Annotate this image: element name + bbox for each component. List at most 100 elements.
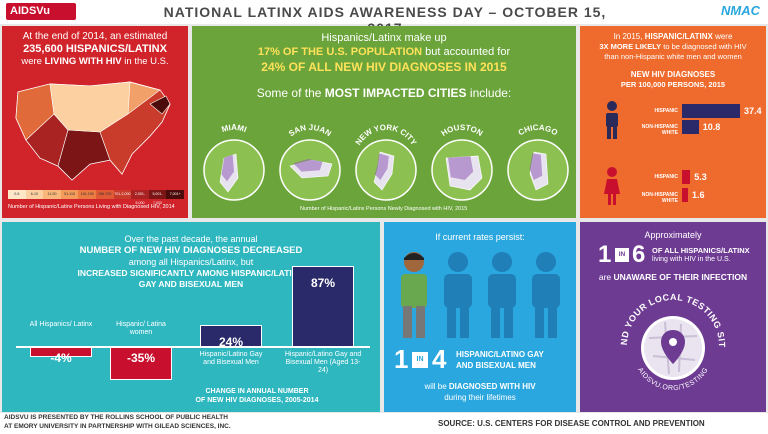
city-map: SAN JUAN — [279, 123, 341, 201]
rate-bar-value: 1.6 — [692, 190, 705, 200]
city-label: MIAMI — [221, 123, 248, 134]
person-icon — [532, 252, 560, 338]
p4-line2: NUMBER OF NEW HIV DIAGNOSES DECREASED — [79, 245, 303, 256]
testing-site-badge[interactable]: FIND YOUR LOCAL TESTING SITE AIDSVU.ORG/… — [613, 286, 733, 408]
city-label: HOUSTON — [440, 123, 485, 138]
aidsvu-logo[interactable]: AIDSVu — [6, 3, 76, 20]
p2-line2: 17% OF THE U.S. POPULATION but accounted… — [257, 46, 511, 58]
p6-group1: OF ALL HISPANICS/LATINX — [652, 246, 750, 255]
p6-line1: Approximately — [644, 230, 702, 240]
p2-line4: Some of the MOST IMPACTED CITIES include… — [256, 86, 512, 100]
p5-ratio-in: IN — [412, 352, 428, 368]
p4-caption1: CHANGE IN ANNUAL NUMBER — [205, 388, 309, 395]
rate-bar-label: NON-HISPANIC WHITE — [641, 124, 678, 136]
footer-source: SOURCE: U.S. CENTERS FOR DISEASE CONTROL… — [438, 419, 705, 428]
person-highlight-icon — [401, 252, 427, 338]
city-map: NEW YORK CITY — [354, 123, 419, 201]
footer: AIDSVU IS PRESENTED BY THE ROLLINS SCHOO… — [0, 413, 768, 434]
p1-line1: At the end of 2014, an estimated — [22, 31, 168, 42]
panel-living-with-hiv: At the end of 2014, an estimated 235,600… — [2, 26, 188, 218]
rate-bars: HISPANIC 37.4 NON-HISPANIC WHITE 10.8 HISPAN… — [580, 26, 766, 218]
p3-chart-title2: PER 100,000 PERSONS, 2015 — [620, 80, 726, 89]
footer-left2: AT EMORY UNIVERSITY IN PARTNERSHIP WITH … — [4, 423, 231, 430]
rate-bar-label: HISPANIC — [654, 108, 678, 114]
svg-text:SAN JUAN: SAN JUAN — [287, 123, 333, 138]
rate-bar — [682, 120, 699, 134]
p5-group1: HISPANIC/LATINO GAY — [456, 350, 544, 359]
svg-text:MIAMI: MIAMI — [221, 123, 248, 134]
change-bar-value: -4% — [50, 351, 72, 365]
change-bar-label: Hispanic/ Latina women — [116, 321, 166, 336]
p3-line1: In 2015, HISPANIC/LATINX were — [613, 32, 733, 41]
p5-line3: will be DIAGNOSED WITH HIV — [424, 382, 536, 391]
p4-line4: INCREASED SIGNIFICANTLY AMONG HISPANIC/L… — [77, 268, 305, 278]
female-icon — [604, 167, 620, 205]
p4-line5: GAY AND BISEXUAL MEN — [138, 279, 244, 289]
p2-caption: Number of Hispanic/Latinx Persons Newly … — [300, 206, 468, 212]
rate-bar-value: 5.3 — [694, 172, 707, 182]
rate-bar-label: NON-HISPANIC WHITE — [641, 192, 678, 204]
legend-swatch: 2,001-5,000 — [131, 190, 149, 205]
change-bar — [200, 324, 262, 347]
p3-line2: 3X MORE LIKELY to be diagnosed with HIV — [599, 42, 747, 51]
p6-line3: are UNAWARE OF THEIR INFECTION — [598, 272, 748, 282]
change-bar-label: Hispanic/Latino Gay and Bisexual Men — [199, 351, 263, 366]
people-icons — [394, 248, 570, 340]
change-bar — [110, 347, 172, 380]
p3-chart-title1: NEW HIV DIAGNOSES — [630, 70, 716, 79]
change-bars: -4% All Hispanics/ Latinx -35% Hispanic/ La… — [2, 222, 380, 412]
rate-bar-label: HISPANIC — [654, 174, 678, 180]
panel-diagnosis-rates: In 2015, HISPANIC/LATINX were 3X MORE LI… — [580, 26, 766, 218]
p2-line1: Hispanics/Latinx make up — [321, 32, 447, 44]
change-bar — [292, 266, 354, 347]
legend-swatch: 51-115 — [60, 190, 79, 199]
city-map: HOUSTON — [431, 123, 493, 201]
map-legend: 0-5 6-10 11-50 51-115 116-195 196-700 701-2,00… — [8, 190, 184, 205]
city-label: SAN JUAN — [287, 123, 333, 138]
legend-swatch: 701-2,000 — [113, 190, 132, 199]
rate-bar — [682, 104, 740, 118]
p6-group2: living with HIV in the U.S. — [652, 256, 731, 263]
rate-bar — [682, 188, 688, 202]
p5-line1: If current rates persist: — [435, 232, 525, 242]
city-label: CHICAGO — [517, 123, 560, 138]
p5-group2: AND BISEXUAL MEN — [456, 361, 536, 370]
p1-caption: Number of Hispanic/Latinx Persons Living… — [8, 204, 175, 210]
nmac-logo[interactable]: NMAC — [721, 3, 760, 18]
change-bar-value: 24% — [218, 334, 244, 349]
p3-line3: than non-Hispanic white men and women — [604, 52, 742, 61]
p6-ratio-in: IN — [615, 248, 629, 262]
change-bar-label: Hispanic/Latino Gay and Bisexual Men (Ag… — [284, 351, 362, 374]
panel-impacted-cities: Hispanics/Latinx make up 17% OF THE U.S.… — [192, 26, 576, 218]
legend-swatch: 5,001-7,000 — [148, 190, 167, 205]
legend-swatch: 7,001+ — [166, 190, 184, 199]
change-bar — [30, 347, 92, 357]
p5-ratio-right: 4 — [432, 344, 447, 374]
legend-swatch: 196-700 — [95, 190, 114, 199]
baseline — [16, 346, 370, 348]
p1-line3: were LIVING WITH HIV in the U.S. — [21, 56, 169, 67]
city-map: MIAMI — [203, 123, 265, 201]
change-bar-value: 87% — [310, 276, 336, 291]
p6-ratio-right: 6 — [632, 241, 646, 268]
change-bar-label: All Hispanics/ Latinx — [29, 321, 93, 328]
male-icon — [606, 101, 618, 139]
p4-line3: among all Hispanics/Latinx, but — [128, 257, 254, 267]
p4-caption2: OF NEW HIV DIAGNOSES, 2005-2014 — [195, 397, 319, 404]
p4-line1: Over the past decade, the annual — [124, 234, 258, 244]
map-pin-icon — [661, 330, 685, 364]
panel-lifetime-risk: If current rates persist: 1 IN 4 HISPANI… — [384, 222, 576, 412]
p6-ratio-left: 1 — [598, 241, 612, 268]
legend-swatch: 116-195 — [78, 190, 96, 199]
rate-bar-value: 10.8 — [702, 122, 721, 132]
rate-bar — [682, 170, 691, 184]
p5-line4: during their lifetimes — [444, 393, 516, 402]
city-maps: MIAMI SAN JUAN NEW YORK CITY HOUSTON CHICAGO — [196, 114, 572, 210]
p5-ratio-left: 1 — [394, 344, 409, 374]
footer-left1: AIDSVU IS PRESENTED BY THE ROLLINS SCHOO… — [4, 414, 228, 421]
legend-swatch: 0-5 — [8, 190, 26, 199]
change-bar-value: -35% — [126, 351, 155, 365]
header: AIDSVu NATIONAL LATINX AIDS AWARENESS DA… — [0, 0, 768, 36]
legend-swatch: 6-10 — [25, 190, 44, 199]
svg-text:CHICAGO: CHICAGO — [517, 123, 560, 138]
